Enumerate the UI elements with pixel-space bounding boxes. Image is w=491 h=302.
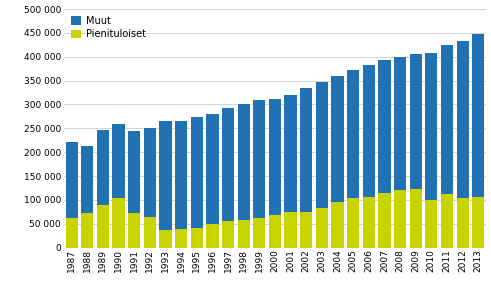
Bar xyxy=(409,189,422,248)
Bar xyxy=(347,198,359,248)
Bar xyxy=(191,117,203,228)
Bar xyxy=(347,70,359,198)
Bar xyxy=(175,229,187,248)
Bar xyxy=(284,95,297,212)
Bar xyxy=(379,193,390,248)
Bar xyxy=(112,124,125,198)
Bar xyxy=(316,82,328,208)
Bar xyxy=(160,121,171,230)
Bar xyxy=(316,208,328,248)
Bar xyxy=(128,213,140,248)
Bar xyxy=(457,198,469,248)
Bar xyxy=(363,65,375,197)
Bar xyxy=(253,100,266,218)
Bar xyxy=(206,224,218,248)
Bar xyxy=(457,41,469,198)
Bar xyxy=(269,215,281,248)
Bar xyxy=(300,88,312,212)
Bar xyxy=(238,220,250,248)
Bar xyxy=(112,198,125,248)
Bar xyxy=(222,108,234,221)
Bar xyxy=(144,217,156,248)
Bar xyxy=(128,131,140,213)
Bar xyxy=(441,194,453,248)
Bar xyxy=(81,146,93,213)
Bar xyxy=(394,190,406,248)
Bar xyxy=(97,130,109,205)
Bar xyxy=(66,218,78,248)
Bar xyxy=(331,202,344,248)
Bar xyxy=(409,54,422,189)
Bar xyxy=(206,114,218,224)
Bar xyxy=(425,200,437,248)
Bar xyxy=(284,212,297,248)
Bar xyxy=(222,221,234,248)
Bar xyxy=(66,142,78,218)
Bar xyxy=(363,197,375,248)
Bar xyxy=(379,60,390,193)
Bar xyxy=(160,230,171,248)
Bar xyxy=(97,205,109,248)
Bar xyxy=(175,121,187,229)
Bar xyxy=(253,218,266,248)
Legend: Muut, Pienituloiset: Muut, Pienituloiset xyxy=(69,14,148,41)
Bar xyxy=(269,99,281,215)
Bar xyxy=(144,128,156,217)
Bar xyxy=(238,104,250,220)
Bar xyxy=(472,34,484,197)
Bar xyxy=(300,212,312,248)
Bar xyxy=(441,45,453,194)
Bar xyxy=(331,76,344,202)
Bar xyxy=(425,53,437,200)
Bar xyxy=(472,197,484,248)
Bar xyxy=(81,213,93,248)
Bar xyxy=(191,228,203,248)
Bar xyxy=(394,57,406,190)
